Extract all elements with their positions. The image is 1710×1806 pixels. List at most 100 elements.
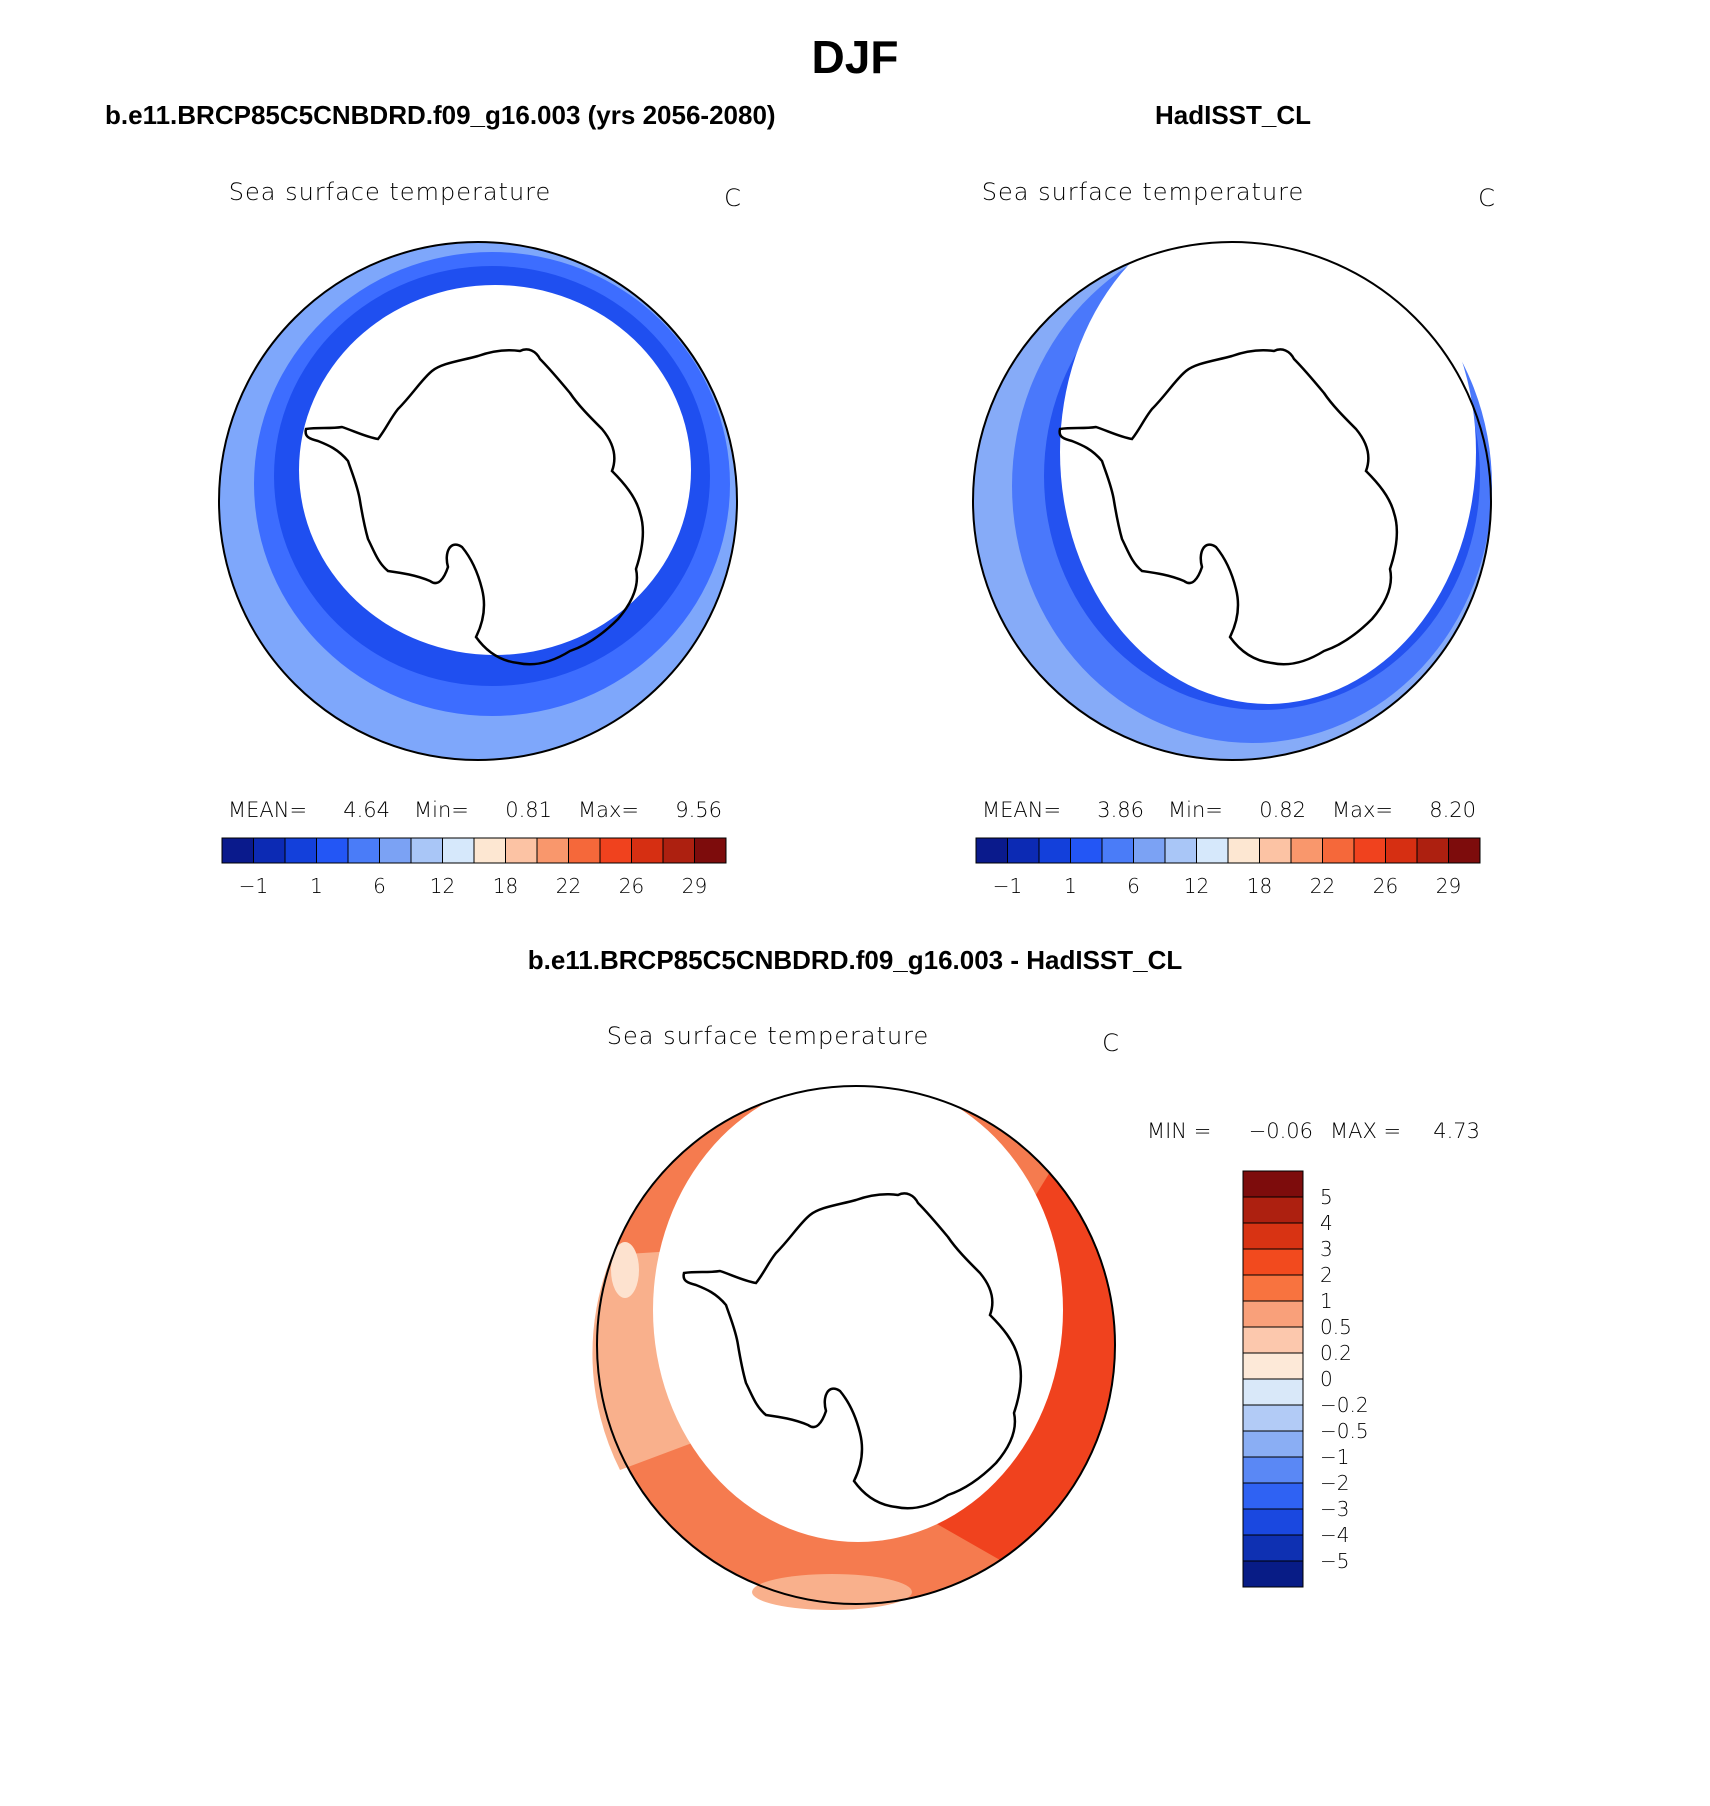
- model-min-value: 0.81: [505, 798, 552, 822]
- obs-colorbar-swatch: [1038, 837, 1071, 864]
- obs-sea-ice-region: [1060, 200, 1476, 704]
- difference-colorbar-tick-label: −2: [1320, 1471, 1349, 1495]
- model-panel-header: b.e11.BRCP85C5CNBDRD.f09_g16.003 (yrs 20…: [105, 100, 776, 130]
- obs-colorbar-swatch: [1290, 837, 1323, 864]
- obs-colorbar-tick-label: 29: [1436, 874, 1461, 898]
- model-colorbar-tick-label: 26: [619, 874, 644, 898]
- difference-colorbar-tick-label: 0: [1320, 1367, 1333, 1391]
- obs-colorbar-swatch: [1101, 837, 1134, 864]
- difference-units-label: C: [1102, 1029, 1120, 1057]
- difference-colorbar-tick-label: 5: [1320, 1185, 1333, 1209]
- difference-min-label: MIN =: [1147, 1119, 1211, 1143]
- difference-polar-map: [592, 1078, 1116, 1610]
- difference-colorbar-swatch: [1242, 1300, 1304, 1328]
- obs-colorbar-swatch: [1164, 837, 1197, 864]
- obs-colorbar: −1 1 6 12 18 22 26 29: [975, 837, 1481, 898]
- difference-colorbar-swatch: [1242, 1430, 1304, 1458]
- model-colorbar-swatch: [599, 837, 632, 864]
- model-colorbar-swatch: [316, 837, 349, 864]
- obs-mean-label: MEAN=: [982, 798, 1061, 822]
- obs-colorbar-tick-label: 1: [1064, 874, 1077, 898]
- difference-max-label: MAX =: [1330, 1119, 1401, 1143]
- obs-colorbar-tick-label: 12: [1184, 874, 1209, 898]
- obs-colorbar-tick-label: 18: [1247, 874, 1272, 898]
- obs-map-border: [972, 241, 1492, 761]
- difference-colorbar-tick-label: −0.2: [1320, 1393, 1369, 1417]
- model-mean-value: 4.64: [343, 798, 390, 822]
- obs-panel-header: HadISST_CL: [1155, 100, 1311, 130]
- model-colorbar-swatch: [631, 837, 664, 864]
- model-colorbar-swatch: [221, 837, 254, 864]
- difference-plot-title: Sea surface temperature: [607, 1022, 930, 1050]
- obs-colorbar-swatch: [1007, 837, 1040, 864]
- obs-colorbar-swatch: [1416, 837, 1449, 864]
- obs-min-value: 0.82: [1259, 798, 1306, 822]
- model-colorbar-swatch: [568, 837, 601, 864]
- model-colorbar-tick-label: 12: [430, 874, 455, 898]
- model-colorbar-swatch: [473, 837, 506, 864]
- difference-south-sector: [752, 1574, 912, 1610]
- obs-colorbar-swatch: [1385, 837, 1418, 864]
- model-max-value: 9.56: [675, 798, 722, 822]
- difference-stats: MIN = −0.06 MAX = 4.73: [1147, 1119, 1480, 1143]
- obs-colorbar-swatch: [1448, 837, 1481, 864]
- model-sea-ice-region: [299, 285, 691, 655]
- difference-colorbar-swatch: [1242, 1404, 1304, 1432]
- obs-min-label: Min=: [1168, 798, 1223, 822]
- model-colorbar-tick-label: 1: [310, 874, 323, 898]
- difference-colorbar-tick-label: 3: [1320, 1237, 1333, 1261]
- obs-colorbar-tick-label: 6: [1127, 874, 1140, 898]
- obs-colorbar-swatch: [1133, 837, 1166, 864]
- figure-title: DJF: [812, 31, 899, 83]
- difference-colorbar-tick-label: 0.5: [1320, 1315, 1352, 1339]
- difference-colorbar-swatch: [1242, 1222, 1304, 1250]
- difference-colorbar-tick-label: 4: [1320, 1211, 1333, 1235]
- obs-colorbar-swatch: [1227, 837, 1260, 864]
- difference-colorbar-swatch: [1242, 1326, 1304, 1354]
- obs-colorbar-swatch: [1353, 837, 1386, 864]
- difference-colorbar-swatch: [1242, 1378, 1304, 1406]
- model-colorbar-swatch: [505, 837, 538, 864]
- model-colorbar-tick-label: 6: [373, 874, 386, 898]
- difference-colorbar-tick-label: −4: [1320, 1523, 1349, 1547]
- difference-colorbar-tick-label: 0.2: [1320, 1341, 1352, 1365]
- model-panel: b.e11.BRCP85C5CNBDRD.f09_g16.003 (yrs 20…: [105, 100, 776, 898]
- obs-colorbar-swatch: [1322, 837, 1355, 864]
- difference-panel: b.e11.BRCP85C5CNBDRD.f09_g16.003 - HadIS…: [528, 945, 1480, 1610]
- model-map-border: [218, 241, 738, 761]
- model-min-label: Min=: [414, 798, 469, 822]
- difference-colorbar-swatch: [1242, 1248, 1304, 1276]
- model-stats: MEAN= 4.64 Min= 0.81 Max= 9.56: [228, 798, 722, 822]
- model-colorbar-swatch: [379, 837, 412, 864]
- model-colorbar-tick-label: −1: [239, 874, 268, 898]
- model-colorbar-tick-label: 18: [493, 874, 518, 898]
- obs-colorbar-swatch: [1070, 837, 1103, 864]
- difference-colorbar-swatch: [1242, 1274, 1304, 1302]
- difference-colorbar-swatch: [1242, 1482, 1304, 1510]
- model-units-label: C: [724, 184, 742, 212]
- obs-units-label: C: [1478, 184, 1496, 212]
- obs-colorbar-swatch: [1259, 837, 1292, 864]
- model-mean-label: MEAN=: [228, 798, 307, 822]
- obs-panel: HadISST_CL Sea surface temperature C MEA…: [972, 100, 1496, 898]
- obs-colorbar-tick-label: 26: [1373, 874, 1398, 898]
- difference-colorbar-swatch: [1242, 1170, 1304, 1198]
- obs-colorbar-tick-label: 22: [1310, 874, 1335, 898]
- model-colorbar-swatch: [410, 837, 443, 864]
- difference-colorbar-tick-label: 2: [1320, 1263, 1333, 1287]
- model-colorbar-tick-label: 22: [556, 874, 581, 898]
- obs-colorbar-swatch: [1196, 837, 1229, 864]
- model-colorbar-swatch: [536, 837, 569, 864]
- difference-colorbar-tick-label: −5: [1320, 1549, 1349, 1573]
- model-colorbar-tick-label: 29: [682, 874, 707, 898]
- model-max-label: Max=: [578, 798, 639, 822]
- difference-colorbar-swatch: [1242, 1456, 1304, 1484]
- difference-colorbar-swatch: [1242, 1508, 1304, 1536]
- model-colorbar: −1 1 6 12 18 22 26 29: [221, 837, 727, 898]
- difference-max-value: 4.73: [1433, 1119, 1480, 1143]
- obs-mean-value: 3.86: [1097, 798, 1144, 822]
- obs-colorbar-tick-label: −1: [993, 874, 1022, 898]
- difference-colorbar-tick-label: 1: [1320, 1289, 1333, 1313]
- obs-max-value: 8.20: [1429, 798, 1476, 822]
